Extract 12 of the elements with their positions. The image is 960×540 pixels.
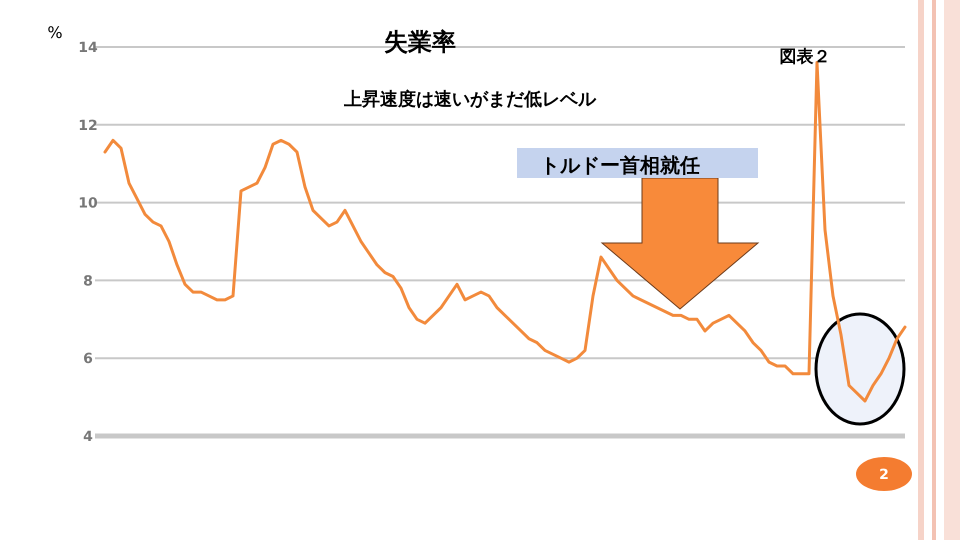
y-tick-label: 12 <box>78 118 98 134</box>
text: 2 <box>879 467 889 483</box>
y-tick-label: 10 <box>78 196 98 212</box>
text: 上昇速度は速いがまだ低レベル <box>343 89 597 110</box>
y-tick-label: 8 <box>83 273 93 290</box>
y-tick-label: 6 <box>83 351 93 368</box>
annotation: 図表２ <box>780 47 830 67</box>
annotation: トルドー首相就任 <box>540 153 700 177</box>
y-tick-label: 4 <box>83 429 94 445</box>
chart-title: 失業率 <box>384 28 456 56</box>
y-axis-title: % <box>47 23 63 42</box>
y-tick-label: 14 <box>78 40 98 56</box>
